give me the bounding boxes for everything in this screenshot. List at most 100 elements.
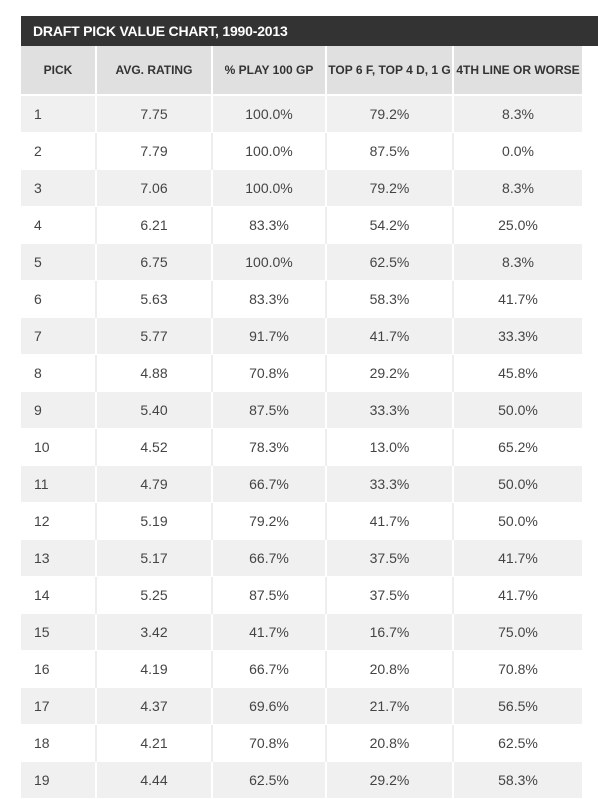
- table-row: 5 6.75 100.0% 62.5% 8.3%: [21, 243, 582, 281]
- table-row: 15 3.42 41.7% 16.7% 75.0%: [21, 613, 582, 651]
- avg-rating-cell: 4.19: [95, 650, 212, 688]
- fourth-line-cell: 45.8%: [452, 354, 582, 392]
- pick-cell: 17: [21, 687, 96, 725]
- table-row: 17 4.37 69.6% 21.7% 56.5%: [21, 687, 582, 725]
- table-row: 19 4.44 62.5% 29.2% 58.3%: [21, 761, 582, 799]
- avg-rating-cell: 7.79: [95, 132, 212, 170]
- fourth-line-cell: 58.3%: [452, 761, 582, 799]
- play-100-gp-cell: 70.8%: [211, 354, 326, 392]
- avg-rating-cell: 5.25: [95, 576, 212, 614]
- table-row: 14 5.25 87.5% 37.5% 41.7%: [21, 576, 582, 614]
- avg-rating-cell: 7.75: [95, 95, 212, 133]
- top-players-cell: 41.7%: [325, 502, 453, 540]
- fourth-line-cell: 0.0%: [452, 132, 582, 170]
- column-header-play-100-gp: % PLAY 100 GP: [211, 46, 326, 96]
- top-players-cell: 79.2%: [325, 169, 453, 207]
- play-100-gp-cell: 87.5%: [211, 576, 326, 614]
- play-100-gp-cell: 87.5%: [211, 391, 326, 429]
- play-100-gp-cell: 100.0%: [211, 95, 326, 133]
- avg-rating-cell: 5.40: [95, 391, 212, 429]
- avg-rating-cell: 5.17: [95, 539, 212, 577]
- avg-rating-cell: 5.77: [95, 317, 212, 355]
- fourth-line-cell: 8.3%: [452, 243, 582, 281]
- fourth-line-cell: 8.3%: [452, 95, 582, 133]
- avg-rating-cell: 3.42: [95, 613, 212, 651]
- play-100-gp-cell: 100.0%: [211, 132, 326, 170]
- play-100-gp-cell: 66.7%: [211, 539, 326, 577]
- pick-cell: 2: [21, 132, 96, 170]
- avg-rating-cell: 4.79: [95, 465, 212, 503]
- play-100-gp-cell: 69.6%: [211, 687, 326, 725]
- play-100-gp-cell: 62.5%: [211, 761, 326, 799]
- fourth-line-cell: 41.7%: [452, 576, 582, 614]
- fourth-line-cell: 50.0%: [452, 391, 582, 429]
- table-row: 6 5.63 83.3% 58.3% 41.7%: [21, 280, 582, 318]
- play-100-gp-cell: 41.7%: [211, 613, 326, 651]
- top-players-cell: 58.3%: [325, 280, 453, 318]
- fourth-line-cell: 33.3%: [452, 317, 582, 355]
- table-row: 3 7.06 100.0% 79.2% 8.3%: [21, 169, 582, 207]
- avg-rating-cell: 4.37: [95, 687, 212, 725]
- play-100-gp-cell: 83.3%: [211, 206, 326, 244]
- table-row: 9 5.40 87.5% 33.3% 50.0%: [21, 391, 582, 429]
- play-100-gp-cell: 100.0%: [211, 169, 326, 207]
- table-row: 13 5.17 66.7% 37.5% 41.7%: [21, 539, 582, 577]
- table-row: 2 7.79 100.0% 87.5% 0.0%: [21, 132, 582, 170]
- top-players-cell: 20.8%: [325, 650, 453, 688]
- table-row: 7 5.77 91.7% 41.7% 33.3%: [21, 317, 582, 355]
- table-row: 11 4.79 66.7% 33.3% 50.0%: [21, 465, 582, 503]
- fourth-line-cell: 25.0%: [452, 206, 582, 244]
- pick-cell: 8: [21, 354, 96, 392]
- table-body: 1 7.75 100.0% 79.2% 8.3% 2 7.79 100.0% 87.5% 0.0%…: [21, 95, 582, 799]
- top-players-cell: 37.5%: [325, 539, 453, 577]
- column-header-top-players: TOP 6 F, TOP 4 D, 1 G: [325, 46, 453, 96]
- fourth-line-cell: 8.3%: [452, 169, 582, 207]
- fourth-line-cell: 65.2%: [452, 428, 582, 466]
- pick-cell: 1: [21, 95, 96, 133]
- avg-rating-cell: 5.19: [95, 502, 212, 540]
- pick-cell: 6: [21, 280, 96, 318]
- fourth-line-cell: 50.0%: [452, 465, 582, 503]
- top-players-cell: 33.3%: [325, 391, 453, 429]
- play-100-gp-cell: 79.2%: [211, 502, 326, 540]
- top-players-cell: 87.5%: [325, 132, 453, 170]
- avg-rating-cell: 4.44: [95, 761, 212, 799]
- avg-rating-cell: 4.21: [95, 724, 212, 762]
- avg-rating-cell: 4.52: [95, 428, 212, 466]
- top-players-cell: 33.3%: [325, 465, 453, 503]
- top-players-cell: 21.7%: [325, 687, 453, 725]
- pick-cell: 10: [21, 428, 96, 466]
- top-players-cell: 54.2%: [325, 206, 453, 244]
- top-players-cell: 37.5%: [325, 576, 453, 614]
- table-row: 1 7.75 100.0% 79.2% 8.3%: [21, 95, 582, 133]
- top-players-cell: 29.2%: [325, 761, 453, 799]
- top-players-cell: 20.8%: [325, 724, 453, 762]
- top-players-cell: 13.0%: [325, 428, 453, 466]
- avg-rating-cell: 7.06: [95, 169, 212, 207]
- top-players-cell: 29.2%: [325, 354, 453, 392]
- pick-cell: 7: [21, 317, 96, 355]
- play-100-gp-cell: 70.8%: [211, 724, 326, 762]
- column-header-4th-line-or-worse: 4TH LINE OR WORSE: [452, 46, 582, 96]
- play-100-gp-cell: 78.3%: [211, 428, 326, 466]
- table-row: 8 4.88 70.8% 29.2% 45.8%: [21, 354, 582, 392]
- fourth-line-cell: 41.7%: [452, 280, 582, 318]
- avg-rating-cell: 5.63: [95, 280, 212, 318]
- top-players-cell: 79.2%: [325, 95, 453, 133]
- table-row: 10 4.52 78.3% 13.0% 65.2%: [21, 428, 582, 466]
- pick-cell: 4: [21, 206, 96, 244]
- pick-cell: 19: [21, 761, 96, 799]
- pick-cell: 3: [21, 169, 96, 207]
- top-players-cell: 62.5%: [325, 243, 453, 281]
- pick-cell: 16: [21, 650, 96, 688]
- draft-pick-table-widget: DRAFT PICK VALUE CHART, 1990-2013 PICK A…: [21, 16, 598, 799]
- table-row: 12 5.19 79.2% 41.7% 50.0%: [21, 502, 582, 540]
- pick-cell: 5: [21, 243, 96, 281]
- pick-cell: 18: [21, 724, 96, 762]
- fourth-line-cell: 41.7%: [452, 539, 582, 577]
- fourth-line-cell: 50.0%: [452, 502, 582, 540]
- table-row: 18 4.21 70.8% 20.8% 62.5%: [21, 724, 582, 762]
- column-header-avg-rating: AVG. RATING: [95, 46, 212, 96]
- avg-rating-cell: 4.88: [95, 354, 212, 392]
- top-players-cell: 16.7%: [325, 613, 453, 651]
